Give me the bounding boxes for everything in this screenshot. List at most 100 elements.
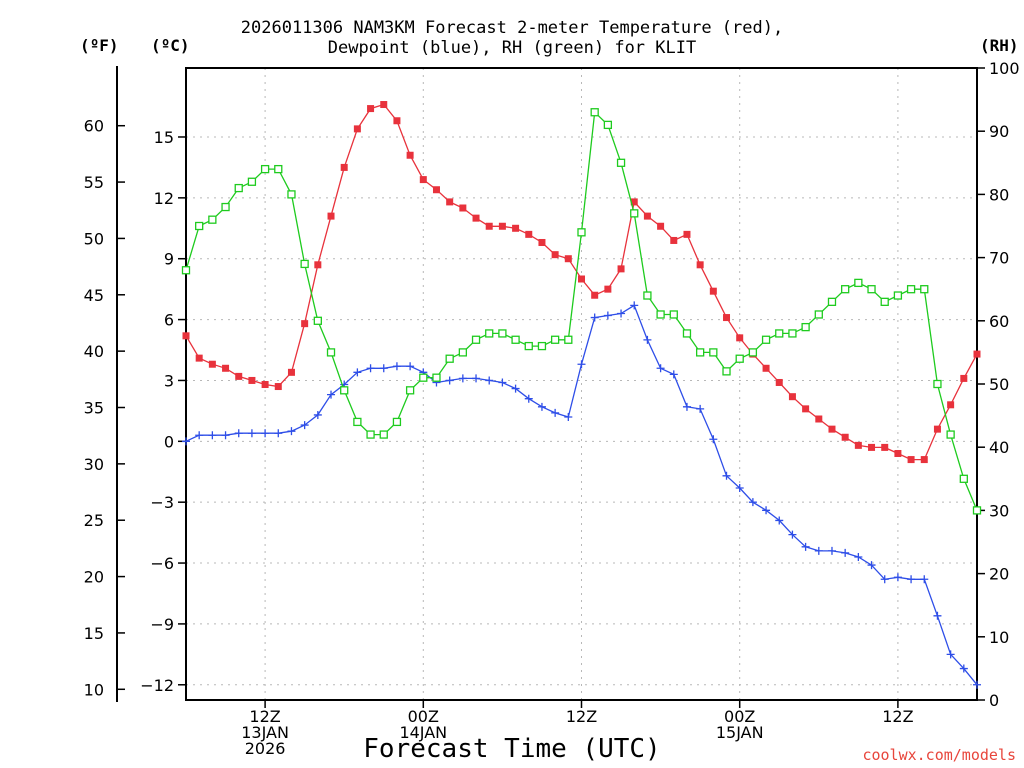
rh-tick-label: 20	[989, 565, 1009, 584]
rh-point	[867, 285, 876, 294]
rh-point	[287, 190, 296, 199]
fahrenheit-tick-label: 55	[84, 173, 104, 192]
rh-point	[656, 310, 665, 319]
rh-tick-label: 90	[989, 122, 1009, 141]
dewpoint-point	[907, 575, 916, 584]
2-meter-temperature-point	[353, 125, 361, 133]
rh-point	[590, 108, 599, 117]
dewpoint-point	[722, 471, 731, 480]
2-meter-temperature-point	[261, 381, 269, 389]
dewpoint-point	[933, 611, 942, 620]
2-meter-temperature-point	[907, 456, 915, 464]
dewpoint-point	[682, 402, 691, 411]
2-meter-temperature-point	[195, 354, 203, 362]
celsius-tick-label: −12	[140, 676, 174, 695]
rh-point	[340, 386, 349, 395]
rh-tick-label: 80	[989, 185, 1009, 204]
rh-point	[577, 228, 586, 237]
rh-point	[274, 164, 283, 174]
2-meter-temperature-point	[841, 433, 849, 441]
rh-point	[260, 164, 270, 174]
celsius-tick-label: 6	[164, 311, 174, 330]
dewpoint-point	[814, 546, 823, 555]
2-meter-temperature-point	[564, 255, 572, 263]
rh-point	[498, 329, 507, 338]
dewpoint-point	[392, 362, 401, 371]
2-meter-temperature-point	[696, 261, 704, 269]
rh-point	[550, 335, 560, 344]
2-meter-temperature-point	[604, 285, 612, 293]
2-meter-temperature-point	[854, 441, 862, 449]
2-meter-temperature-point	[630, 198, 638, 206]
rh-point	[722, 367, 731, 376]
x-tick-label: 14JAN	[399, 723, 447, 742]
dewpoint-point	[617, 309, 626, 318]
rh-tick-label: 100	[989, 59, 1020, 78]
dewpoint-point	[920, 575, 929, 584]
2-meter-temperature-point	[393, 117, 401, 125]
rh-point	[682, 329, 692, 338]
rh-point	[854, 278, 863, 288]
2-meter-temperature-point	[538, 238, 546, 246]
rh-line	[185, 110, 978, 511]
2-meter-temperature-point	[446, 198, 454, 206]
rh-point	[630, 209, 639, 218]
celsius-tick-label: −3	[150, 493, 174, 512]
rh-tick-label: 40	[989, 438, 1009, 457]
rh-tick-label: 0	[989, 691, 999, 710]
dewpoint-point	[366, 364, 375, 373]
fahrenheit-tick-label: 60	[84, 117, 104, 136]
rh-point	[564, 335, 573, 344]
2-meter-temperature-point	[828, 425, 836, 433]
dewpoint-point	[709, 435, 718, 444]
rh-point	[709, 348, 718, 357]
dewpoint-point	[274, 429, 283, 438]
2-meter-temperature-point	[920, 456, 928, 464]
fahrenheit-tick-label: 35	[84, 399, 104, 418]
rh-point	[972, 506, 982, 515]
2-meter-temperature-point	[235, 372, 243, 380]
rh-point	[300, 259, 309, 269]
rh-point	[775, 329, 784, 338]
rh-point	[946, 430, 955, 439]
dewpoint-point	[946, 650, 955, 659]
celsius-unit-label: (ºC)	[151, 36, 190, 55]
dewpoint-point	[788, 530, 797, 539]
celsius-tick-label: 9	[164, 250, 174, 269]
credit-link[interactable]: coolwx.com/models	[862, 746, 1016, 764]
rh-point	[221, 202, 230, 212]
dewpoint-point	[630, 301, 639, 310]
x-tick-label: 12Z	[882, 707, 913, 726]
x-tick-label: 15JAN	[716, 723, 764, 742]
dewpoint-point	[327, 390, 336, 399]
dewpoint-point	[208, 431, 217, 440]
2-meter-temperature-point	[512, 224, 520, 232]
2-meter-temperature-point	[274, 383, 282, 391]
rh-point	[748, 348, 758, 357]
x-axis-label: Forecast Time (UTC)	[363, 734, 661, 764]
rh-point	[893, 291, 903, 300]
x-tick-label: 12Z	[566, 707, 597, 726]
dewpoint-point	[590, 313, 599, 322]
rh-point	[643, 291, 652, 300]
rh-point	[959, 474, 968, 483]
fahrenheit-tick-label: 10	[84, 680, 104, 699]
dewpoint-point	[669, 370, 678, 379]
fahrenheit-tick-label: 40	[84, 342, 104, 361]
2-meter-temperature-point	[617, 265, 625, 273]
dewpoint-point	[841, 548, 850, 557]
rh-point	[471, 335, 481, 344]
rh-point	[379, 430, 388, 439]
dewpoint-point	[551, 408, 560, 417]
2-meter-temperature-point	[340, 163, 348, 171]
dewpoint-point	[959, 664, 968, 673]
2-meter-temperature-point	[578, 275, 585, 283]
2-meter-temperature-point	[419, 176, 427, 184]
dewpoint-point	[313, 410, 322, 419]
rh-point	[353, 417, 362, 427]
rh-point	[419, 373, 428, 382]
rh-point	[788, 329, 797, 338]
dewpoint-point	[735, 483, 744, 492]
celsius-tick-label: 0	[164, 432, 174, 451]
2-meter-temperature-point	[723, 314, 731, 322]
